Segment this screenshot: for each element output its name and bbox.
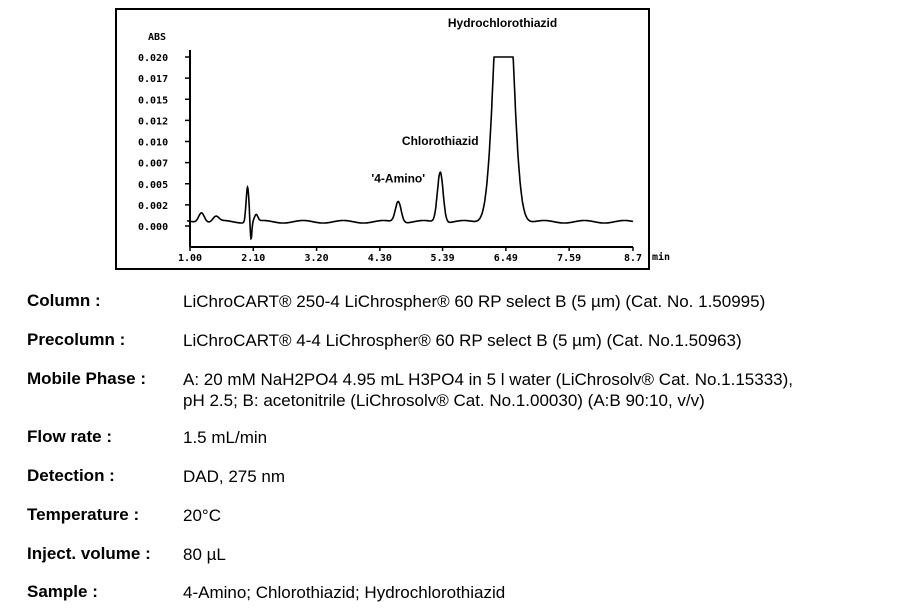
condition-label: Mobile Phase : — [27, 369, 147, 388]
x-tick-label: 6.49 — [494, 253, 518, 264]
condition-value: A: 20 mM NaH2PO4 4.95 mL H3PO4 in 5 l wa… — [183, 370, 793, 410]
condition-label: Temperature : — [27, 505, 140, 524]
y-tick-label: 0.017 — [138, 74, 168, 85]
condition-label: Column : — [27, 291, 101, 310]
y-tick-label: 0.007 — [138, 159, 168, 170]
condition-label: Flow rate : — [27, 427, 113, 446]
peak-label: Chlorothiazid — [402, 134, 479, 148]
condition-label: Precolumn : — [27, 330, 126, 349]
peak-label: Hydrochlorothiazid — [448, 16, 557, 30]
condition-label: Detection : — [27, 466, 115, 485]
x-tick-label: 8.7 — [624, 253, 642, 264]
x-axis-unit: min — [652, 251, 670, 263]
y-tick-label: 0.005 — [138, 180, 168, 191]
condition-value: LiChroCART® 4-4 LiChrospher® 60 RP selec… — [183, 331, 742, 350]
condition-label: Inject. volume : — [27, 544, 151, 563]
y-tick-label: 0.020 — [138, 53, 168, 64]
chromatogram-trace — [187, 56, 634, 241]
x-tick-label: 7.59 — [557, 253, 581, 264]
condition-value: DAD, 275 nm — [183, 467, 286, 486]
x-tick-label: 5.39 — [431, 253, 455, 264]
condition-value: 1.5 mL/min — [183, 428, 268, 447]
y-axis-label: ABS — [148, 32, 166, 43]
chromatogram: ABS 0.020 0.017 0.015 0.012 0.010 0.007 0.005 0… — [138, 16, 670, 264]
x-tick-label: 1.00 — [178, 253, 202, 264]
condition-label: Sample : — [27, 582, 98, 601]
x-tick-label: 2.10 — [241, 253, 265, 264]
x-tick-label: 3.20 — [305, 253, 329, 264]
condition-value: 4-Amino; Chlorothiazid; Hydrochlorothiaz… — [183, 583, 506, 602]
y-tick-label: 0.000 — [138, 222, 168, 233]
x-tick-label: 4.30 — [368, 253, 392, 264]
y-tick-label: 0.012 — [138, 116, 168, 127]
y-tick-label: 0.002 — [138, 201, 168, 212]
y-tick-label: 0.010 — [138, 138, 168, 149]
peak-label: '4-Amino' — [371, 172, 425, 186]
condition-value: 80 µL — [183, 545, 226, 564]
condition-value: LiChroCART® 250-4 LiChrospher® 60 RP sel… — [183, 292, 766, 311]
y-tick-label: 0.015 — [138, 95, 168, 106]
condition-value: 20°C — [183, 506, 221, 525]
chromatogram-frame — [115, 8, 650, 270]
